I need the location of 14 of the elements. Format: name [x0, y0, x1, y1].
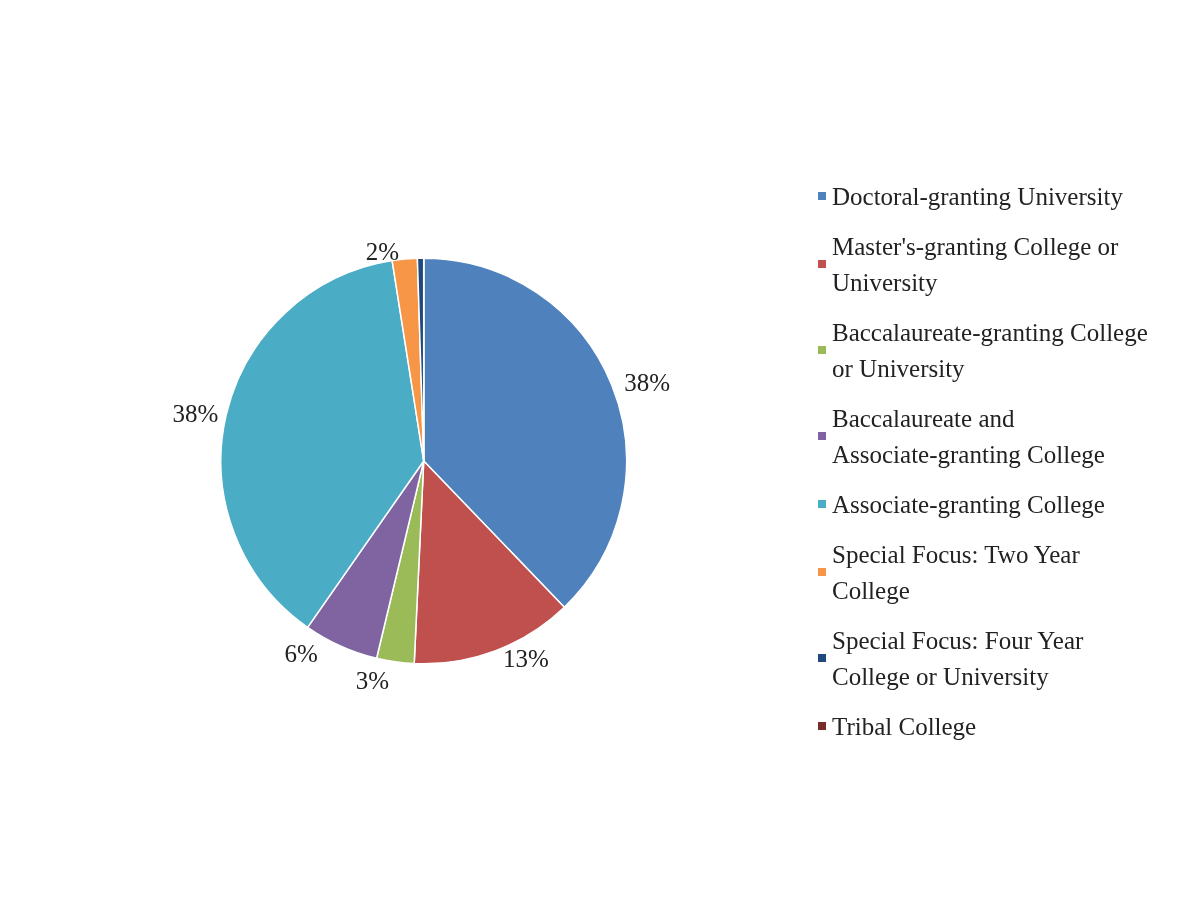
data-label: 38%	[624, 368, 671, 396]
data-label: 38%	[172, 400, 219, 428]
legend-label: Tribal College	[832, 712, 977, 740]
data-label: 13%	[502, 644, 549, 672]
legend-label: Special Focus: Two Year College	[832, 540, 1087, 604]
legend-label: Special Focus: Four Year College or University	[832, 626, 1090, 690]
data-label: 2%	[365, 237, 399, 265]
legend-label: Baccalaureate-granting College or University	[832, 318, 1155, 382]
legend-label: Associate-granting College	[832, 490, 1105, 518]
legend-label: Baccalaureate and Associate-granting College	[832, 404, 1105, 468]
data-label: 6%	[284, 639, 318, 667]
data-label: 3%	[355, 666, 390, 694]
legend-label: Master's-granting College or University	[832, 232, 1125, 296]
legend-label: Doctoral-granting University	[832, 182, 1124, 210]
